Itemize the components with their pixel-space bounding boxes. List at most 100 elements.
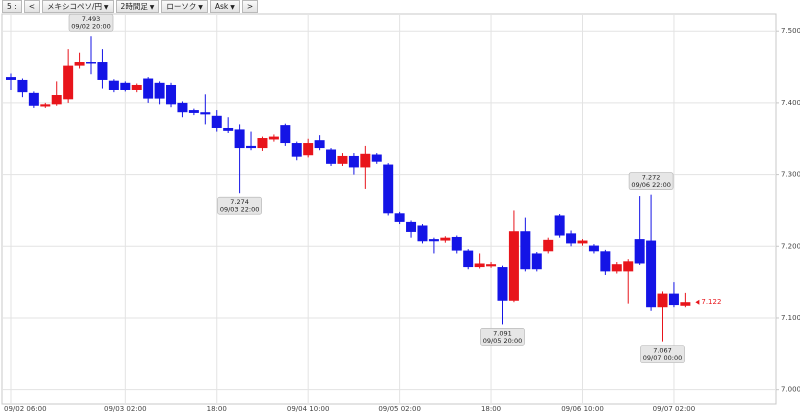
candle-body <box>257 138 268 149</box>
candle-body <box>131 84 142 90</box>
annotation-value: 7.493 <box>82 15 101 23</box>
candle-body <box>120 82 131 90</box>
candle-body <box>600 251 611 272</box>
y-tick-label: 7.400 <box>781 99 800 107</box>
annotation-value: 7.274 <box>230 198 249 206</box>
candle-body <box>143 78 154 99</box>
annotation-box <box>217 196 262 215</box>
candle-body <box>417 225 428 242</box>
x-tick-label: 18:00 <box>481 405 501 413</box>
toolbar-button[interactable]: > <box>241 0 259 13</box>
candle-body <box>314 140 325 149</box>
candle-body <box>74 62 85 66</box>
annotation-box <box>640 345 685 363</box>
toolbar-dropdown[interactable]: Ask <box>209 0 240 13</box>
candle-body <box>337 155 348 164</box>
candle-body <box>200 112 211 115</box>
candle-body <box>531 253 542 270</box>
candle-body <box>634 239 645 264</box>
candle-body <box>280 125 291 144</box>
candle-body <box>63 65 74 100</box>
candle-body <box>451 236 462 251</box>
candle-body <box>326 149 337 164</box>
candle-body <box>223 127 234 131</box>
x-tick-label: 09/06 10:00 <box>561 405 604 413</box>
candle-body <box>383 164 394 214</box>
y-tick-label: 7.200 <box>781 242 800 250</box>
candle-body <box>646 240 657 308</box>
candle-body <box>497 267 508 301</box>
x-tick-label: 09/03 02:00 <box>104 405 147 413</box>
candle-body <box>211 115 222 128</box>
annotation-time: 09/02 20:00 <box>71 23 111 31</box>
annotation-box <box>480 328 525 346</box>
annotation-value: 7.091 <box>493 329 512 337</box>
toolbar: 5 : < メキシコペソ/円 2時間足 ローソク Ask > <box>0 0 259 13</box>
candle-body <box>668 293 679 306</box>
toolbar-dropdown[interactable]: 2時間足 <box>115 0 160 13</box>
candle-body <box>428 239 439 242</box>
candle-body <box>348 155 359 168</box>
candle-body <box>97 62 108 80</box>
x-tick-label: 09/05 02:00 <box>378 405 421 413</box>
y-tick-label: 7.300 <box>781 171 800 179</box>
candle-body <box>17 79 28 93</box>
candle-body <box>554 215 565 236</box>
candle-body <box>371 154 382 162</box>
toolbar-button[interactable]: 5 : <box>2 0 22 13</box>
candle-body <box>577 240 588 244</box>
candle-body <box>588 245 599 252</box>
candle-body <box>291 143 302 157</box>
candle-body <box>508 231 519 301</box>
candle-body <box>108 80 119 90</box>
candle-body <box>303 143 314 156</box>
candle-body <box>657 293 668 308</box>
candle-body <box>177 102 188 113</box>
candle-body <box>440 237 451 241</box>
toolbar-dropdown[interactable]: メキシコペソ/円 <box>41 0 114 13</box>
candle-body <box>543 239 554 252</box>
candle-body <box>234 129 245 149</box>
toolbar-dropdown[interactable]: ローソク <box>161 0 208 13</box>
candle-body <box>611 264 622 272</box>
annotation-time: 09/06 22:00 <box>631 181 671 189</box>
toolbar-button[interactable]: < <box>23 0 40 13</box>
candle-body <box>566 233 577 244</box>
x-tick-label: 09/07 02:00 <box>653 405 696 413</box>
candle-body <box>360 153 371 168</box>
x-tick-label: 09/02 06:00 <box>4 405 47 413</box>
candle-body <box>486 264 497 267</box>
candle-body <box>520 231 531 270</box>
y-tick-label: 7.500 <box>781 27 800 35</box>
x-tick-label: 09/04 10:00 <box>287 405 330 413</box>
candle-body <box>268 136 279 140</box>
current-price-arrow <box>695 299 700 305</box>
annotation-time: 09/03 22:00 <box>220 206 260 214</box>
current-price-label: 7.122 <box>701 298 721 306</box>
candle-body <box>406 221 417 232</box>
candle-body <box>680 302 691 306</box>
candle-body <box>474 263 485 268</box>
annotation-box <box>628 172 674 190</box>
candle-body <box>40 104 51 107</box>
candle-body <box>6 77 16 80</box>
y-tick-label: 7.000 <box>781 386 800 394</box>
candle-body <box>394 213 405 222</box>
candle-body <box>86 62 97 64</box>
candle-body <box>463 250 474 268</box>
candle-body <box>246 145 257 149</box>
candle-body <box>51 95 62 105</box>
candle-body <box>166 84 177 105</box>
annotation-time: 09/07 00:00 <box>643 354 683 362</box>
candle-body <box>154 82 165 99</box>
annotation-value: 7.272 <box>642 174 661 182</box>
candle-body <box>623 261 634 272</box>
annotation-value: 7.067 <box>653 347 672 355</box>
y-tick-label: 7.100 <box>781 314 800 322</box>
candle-body <box>28 92 39 106</box>
x-tick-label: 18:00 <box>207 405 227 413</box>
